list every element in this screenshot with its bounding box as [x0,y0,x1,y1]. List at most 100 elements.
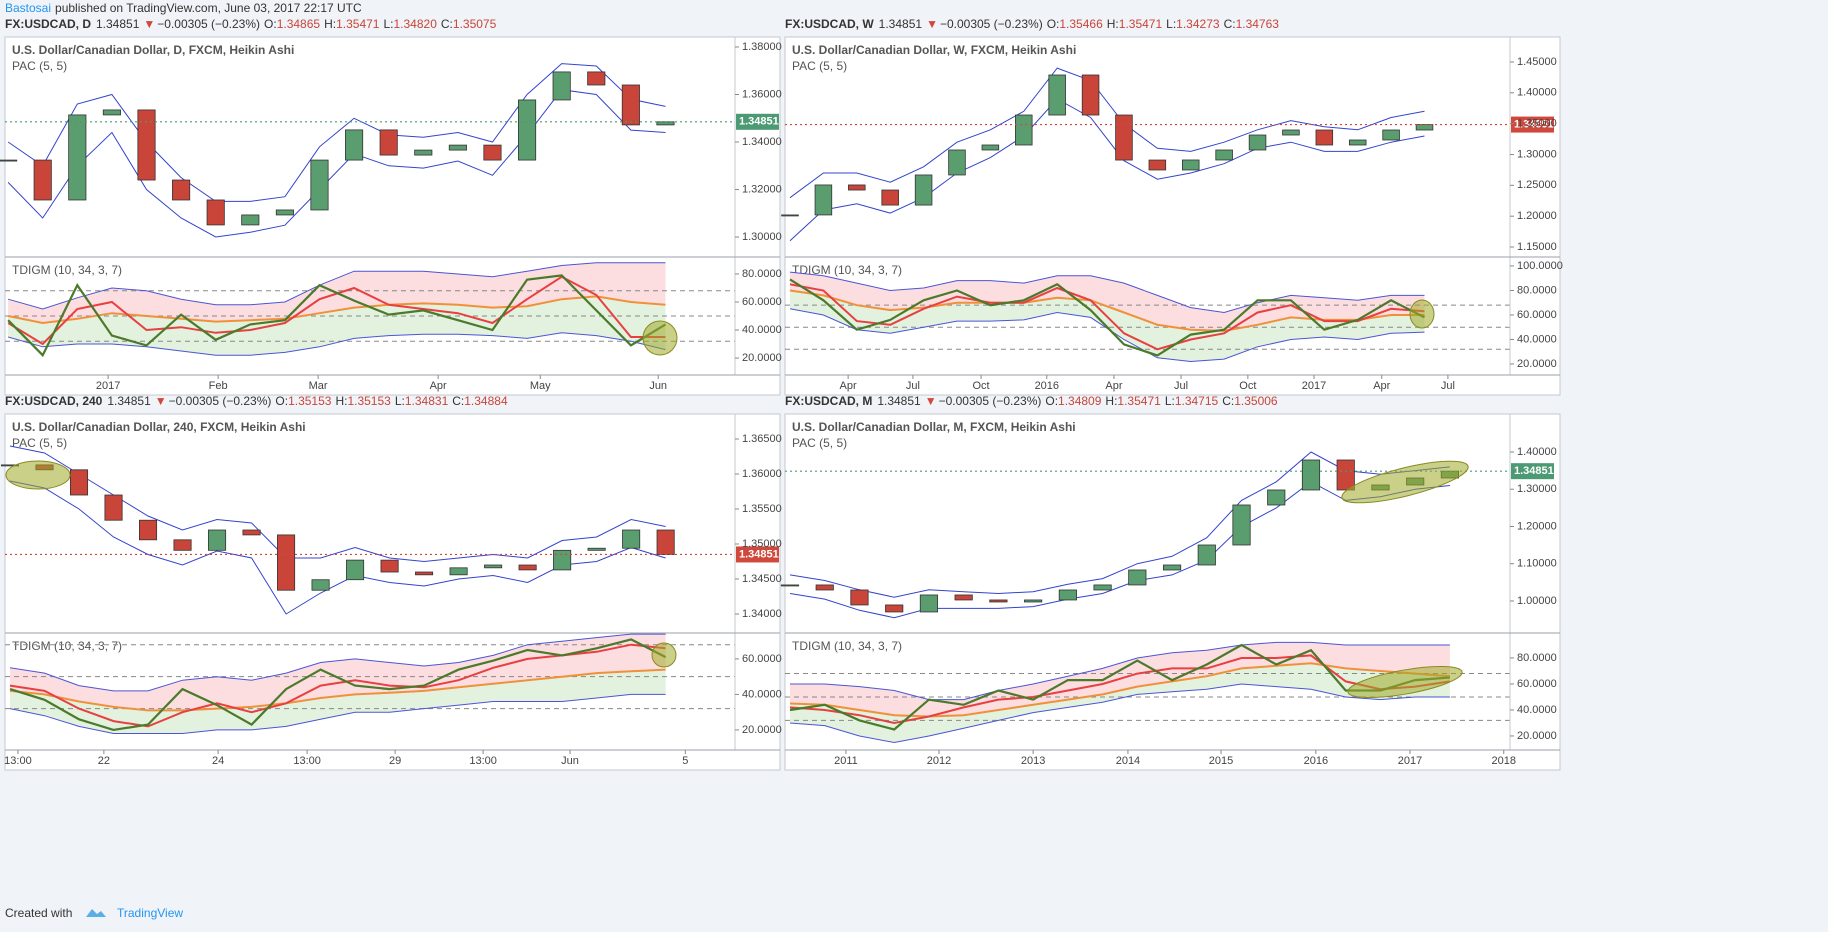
change: −0.00305 (−0.23%) [940,17,1043,31]
candle [1093,584,1112,591]
candle [483,144,502,161]
ohlc-key: L: [1165,394,1175,408]
base-line [789,662,1450,718]
ohlc-key: O: [275,394,288,408]
pac-line [789,98,1425,242]
candle [1024,599,1043,603]
candle [484,564,503,569]
slow-line [9,643,666,728]
y-tick-label: 1.25000 [1517,179,1557,191]
y-tick-label: 60.0000 [742,296,782,308]
candle [1048,74,1066,116]
ohlc-key: O: [1047,17,1060,31]
last-price-label: 1.34851 [739,548,779,560]
ohlc-value: 1.34820 [394,17,438,31]
candle [518,564,537,571]
y-tick-label: 1.34500 [742,573,782,585]
candle [1415,124,1434,131]
last: 1.34851 [96,17,140,31]
y-tick-label: 80.0000 [1517,652,1557,664]
y-tick-label: 60.0000 [1517,678,1557,690]
candle [850,589,869,606]
overlay-title: PAC (5, 5) [792,436,847,450]
ohlc-value: 1.35153 [347,394,391,408]
x-tick-label: 2013 [1021,755,1045,767]
last-price-badge [736,113,779,130]
y-tick-label: 40.0000 [742,324,782,336]
x-tick-label: 2016 [1035,380,1059,392]
y-tick-label: 60.0000 [742,653,782,665]
x-tick-label: Oct [972,380,989,392]
y-tick-label: 40.0000 [1517,704,1557,716]
ohlc-key: H: [324,17,336,31]
candle [1301,459,1321,491]
candle [1058,589,1077,601]
candle [277,534,296,591]
change: −0.00305 (−0.23%) [169,394,272,408]
upper-line [790,641,1450,701]
candle [981,144,1000,151]
x-tick-label: 22 [98,755,110,767]
candle [780,584,800,587]
candle [1382,129,1400,141]
candle [275,209,294,216]
indicator-title: TDIGM (10, 34, 3, 7) [792,263,902,277]
candle [172,179,191,201]
y-tick-label: 1.20000 [1517,520,1557,532]
candle [885,604,904,613]
x-tick-label: Jul [1441,380,1455,392]
y-tick-label: 1.20000 [1517,210,1557,222]
footer-brand[interactable]: TradingView [117,906,183,920]
symbol-line: FX:USDCAD, 240 1.34851 ▼ −0.00305 (−0.23%) O… [5,394,508,408]
publish-line: Bastosai published on TradingView.com, Ju… [5,1,362,15]
last-price-badge [1511,463,1554,480]
ohlc-key: O: [264,17,277,31]
x-tick-label: Jun [649,380,667,392]
candle [815,584,834,591]
indicator-title: TDIGM (10, 34, 3, 7) [12,639,122,653]
overlay-title: PAC (5, 5) [792,59,847,73]
y-tick-label: 1.32000 [742,183,782,195]
fast-line [7,274,667,358]
y-tick-label: 1.15000 [1517,241,1557,253]
direction: ▼ [925,394,937,408]
x-tick-label: 2017 [96,380,120,392]
highlight [642,320,678,356]
y-tick-label: 1.35000 [742,538,782,550]
highlight [5,460,71,490]
candle [1248,134,1267,151]
candle [414,149,433,156]
base-line [9,668,666,712]
chart-title: U.S. Dollar/Canadian Dollar, 240, FXCM, … [12,420,306,434]
slow-line [789,283,1425,351]
upper-line [789,271,1425,314]
ohlc-key: C: [441,17,453,31]
y-tick-label: 1.40000 [1517,87,1557,99]
y-tick-label: 40.0000 [742,688,782,700]
candle [1336,459,1355,491]
y-tick-label: 60.0000 [1517,309,1557,321]
fast-line [789,643,1450,731]
y-tick-label: 1.30000 [1517,148,1557,160]
x-tick-label: Feb [209,380,228,392]
ohlc-value: 1.35466 [1059,17,1103,31]
y-tick-label: 80.0000 [1517,284,1557,296]
ohlc-key: L: [383,17,393,31]
y-tick-label: 80.0000 [742,268,782,280]
x-tick-label: 29 [389,755,401,767]
y-tick-label: 1.35500 [742,503,782,515]
ohlc-key: H: [1107,17,1119,31]
x-tick-label: Apr [840,380,857,392]
annotations [5,299,1469,699]
author[interactable]: Bastosai [5,1,51,15]
candle [518,99,537,161]
x-tick-label: 5 [682,755,688,767]
indicator-title: TDIGM (10, 34, 3, 7) [12,263,122,277]
symbol: FX:USDCAD, W [785,17,874,31]
indicator-title: TDIGM (10, 34, 3, 7) [792,639,902,653]
ohlc-value: 1.35471 [336,17,380,31]
candle [622,529,641,549]
y-tick-label: 20.0000 [1517,730,1557,742]
ohlc-value: 1.35471 [1117,394,1161,408]
